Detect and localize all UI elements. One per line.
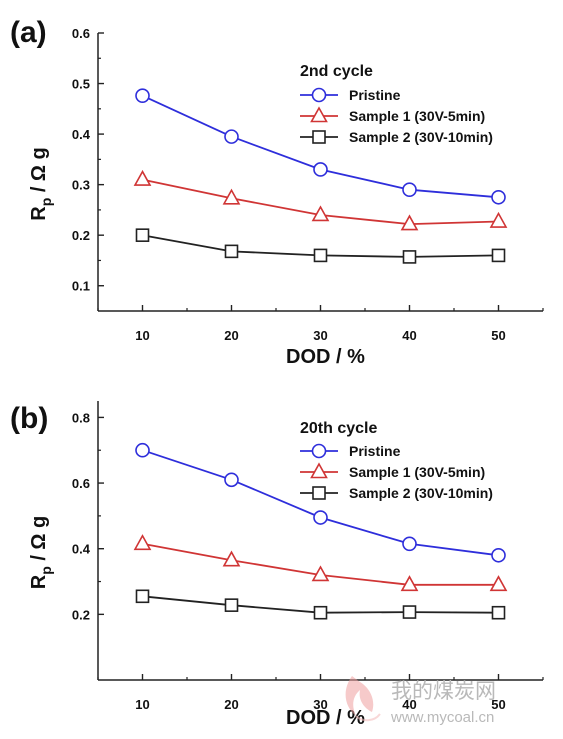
y-tick-label: 0.2 bbox=[72, 607, 90, 622]
data-point-marker bbox=[491, 605, 506, 620]
x-tick-label: 30 bbox=[313, 697, 327, 712]
data-point-marker bbox=[400, 575, 419, 592]
y-axis-title-main: R bbox=[28, 574, 50, 589]
series-square bbox=[135, 228, 506, 264]
data-point-marker bbox=[224, 244, 239, 259]
panel-label: (a) bbox=[10, 16, 47, 49]
watermark: 我的煤炭网 www.mycoal.cn bbox=[345, 676, 496, 726]
data-point-marker bbox=[313, 162, 328, 177]
series-square bbox=[135, 589, 506, 620]
data-point-marker bbox=[133, 169, 152, 186]
legend-label: Pristine bbox=[349, 443, 401, 459]
y-axis-title-unit: / Ω g bbox=[28, 516, 50, 566]
data-point-marker bbox=[310, 462, 328, 479]
y-axis-title: Rp / Ω g bbox=[28, 516, 54, 590]
data-point-marker bbox=[312, 130, 326, 144]
legend-label: Sample 1 (30V-5min) bbox=[349, 108, 485, 124]
x-axis-title: DOD / % bbox=[286, 707, 365, 729]
data-point-marker bbox=[491, 547, 506, 563]
panel-label: (b) bbox=[10, 402, 48, 435]
data-point-marker bbox=[402, 605, 417, 619]
watermark-url: www.mycoal.cn bbox=[390, 709, 494, 726]
data-point-marker bbox=[312, 486, 326, 500]
x-tick-label: 20 bbox=[224, 697, 238, 712]
data-point-marker bbox=[402, 250, 417, 264]
data-point-marker bbox=[135, 589, 150, 604]
y-axis-title-subscript: p bbox=[38, 198, 54, 207]
x-tick-label: 10 bbox=[135, 328, 149, 343]
data-point-marker bbox=[311, 87, 327, 103]
series-circle bbox=[135, 88, 506, 205]
data-point-marker bbox=[402, 536, 417, 552]
y-tick-label: 0.6 bbox=[72, 476, 90, 491]
legend: 2nd cycle Pristine Sample 1 (30V-5min) Samp… bbox=[300, 63, 493, 145]
series-circle bbox=[135, 442, 506, 563]
data-point-marker bbox=[400, 214, 419, 231]
y-axis-title-unit: / Ω g bbox=[28, 147, 50, 197]
data-point-marker bbox=[135, 442, 150, 458]
legend-label: Sample 2 (30V-10min) bbox=[349, 485, 493, 501]
y-axis-title: Rp / Ω g bbox=[28, 147, 54, 221]
series-triangle bbox=[133, 169, 508, 231]
data-point-marker bbox=[491, 189, 506, 205]
data-point-marker bbox=[224, 129, 239, 144]
data-point-marker bbox=[224, 472, 239, 488]
data-point-marker bbox=[489, 575, 508, 592]
x-tick-label: 10 bbox=[135, 697, 149, 712]
panel-a: 0.1 0.2 0.3 0.4 0.5 0.6 10 20 30 40 50 (a) DOD / % Rp… bbox=[10, 16, 544, 368]
legend-label: Sample 2 (30V-10min) bbox=[349, 129, 493, 145]
x-tick-label: 50 bbox=[491, 697, 505, 712]
data-point-marker bbox=[313, 510, 328, 525]
data-point-marker bbox=[135, 228, 150, 242]
data-point-marker bbox=[313, 605, 328, 620]
y-tick-label: 0.4 bbox=[72, 542, 91, 557]
x-tick-label: 20 bbox=[224, 328, 238, 343]
series-triangle bbox=[133, 534, 508, 592]
legend-title: 20th cycle bbox=[300, 420, 377, 437]
x-tick-label: 30 bbox=[313, 328, 327, 343]
y-tick-label: 0.5 bbox=[72, 77, 90, 92]
x-axis-title: DOD / % bbox=[286, 346, 365, 368]
data-point-marker bbox=[402, 182, 417, 197]
data-point-marker bbox=[222, 188, 241, 205]
legend-title: 2nd cycle bbox=[300, 63, 373, 80]
x-tick-label: 50 bbox=[491, 328, 505, 343]
data-point-marker bbox=[311, 443, 327, 459]
x-tick-label: 40 bbox=[402, 328, 416, 343]
y-tick-label: 0.6 bbox=[72, 26, 90, 41]
data-point-marker bbox=[224, 598, 239, 612]
data-point-marker bbox=[133, 534, 152, 551]
panel-b: 0.2 0.4 0.6 0.8 10 20 30 40 50 (b) DOD / % Rp / Ω g… bbox=[10, 401, 544, 729]
data-point-marker bbox=[489, 211, 508, 228]
y-axis-title-subscript: p bbox=[38, 566, 54, 575]
watermark-logo-icon bbox=[345, 676, 381, 722]
data-point-marker bbox=[135, 88, 150, 103]
y-tick-label: 0.2 bbox=[72, 228, 90, 243]
y-tick-label: 0.4 bbox=[72, 127, 91, 142]
data-point-marker bbox=[311, 565, 330, 582]
data-point-marker bbox=[491, 248, 506, 263]
watermark-text: 我的煤炭网 bbox=[391, 679, 496, 703]
data-point-marker bbox=[222, 550, 241, 567]
legend-label: Pristine bbox=[349, 87, 401, 103]
y-tick-label: 0.3 bbox=[72, 178, 90, 193]
y-tick-label: 0.1 bbox=[72, 279, 90, 294]
data-point-marker bbox=[313, 248, 328, 263]
legend: 20th cycle Pristine Sample 1 (30V-5min) Sam… bbox=[300, 420, 493, 501]
legend-label: Sample 1 (30V-5min) bbox=[349, 464, 485, 480]
y-tick-label: 0.8 bbox=[72, 410, 90, 425]
y-axis-title-main: R bbox=[28, 206, 50, 221]
data-point-marker bbox=[311, 205, 330, 222]
x-tick-label: 40 bbox=[402, 697, 416, 712]
data-point-marker bbox=[310, 106, 328, 123]
